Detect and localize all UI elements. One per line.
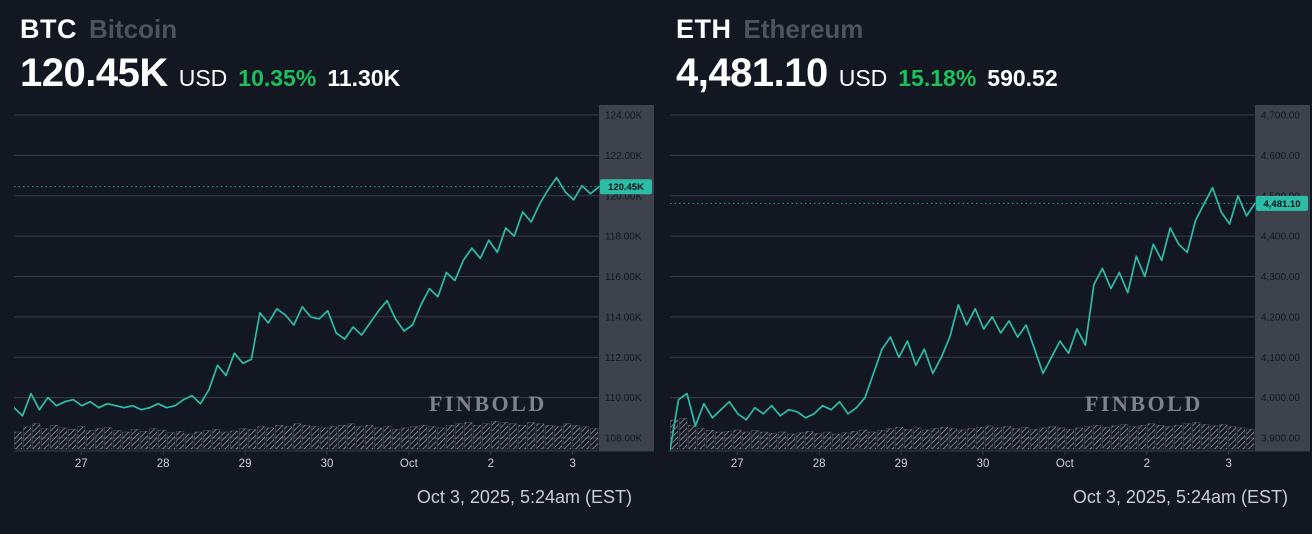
volume-bars [670, 418, 1255, 450]
svg-text:Oct: Oct [400, 458, 419, 470]
svg-text:2: 2 [488, 458, 494, 470]
svg-text:116.00K: 116.00K [605, 272, 642, 283]
svg-text:124.00K: 124.00K [605, 111, 643, 122]
svg-text:29: 29 [239, 458, 252, 470]
svg-text:120.00K: 120.00K [605, 191, 643, 202]
eth-change-percent: 15.18% [898, 65, 977, 91]
svg-text:3: 3 [1225, 458, 1231, 470]
svg-text:28: 28 [813, 458, 826, 470]
eth-ticker: ETH [676, 14, 732, 44]
svg-text:114.00K: 114.00K [605, 312, 642, 323]
btc-change-percent: 10.35% [238, 65, 317, 91]
btc-header: BTC Bitcoin [14, 14, 656, 44]
svg-text:122.00K: 122.00K [605, 151, 643, 162]
x-axis-labels: 27 28 29 30 Oct 2 3 [731, 451, 1232, 470]
btc-footer: Oct 3, 2025, 5:24am (EST) [14, 487, 656, 508]
svg-text:27: 27 [75, 458, 88, 470]
svg-text:30: 30 [977, 458, 990, 470]
eth-timestamp: Oct 3, 2025, 5:24am (EST) [1072, 487, 1288, 507]
y-axis-labels: 124.00K 122.00K 120.00K 118.00K 116.00K 114.0… [605, 111, 643, 445]
current-price-badge: 4,481.10 [1256, 195, 1308, 211]
eth-currency: USD [838, 65, 888, 91]
finbold-watermark: FINBOLD [1085, 391, 1203, 416]
svg-text:4,481.10: 4,481.10 [1264, 199, 1301, 210]
svg-text:4,000.00: 4,000.00 [1261, 393, 1300, 404]
btc-currency: USD [178, 65, 228, 91]
svg-text:29: 29 [895, 458, 908, 470]
y-axis-labels: 4,700.004,600.004,500.004,400.004,300.00… [1261, 111, 1300, 445]
eth-price-chart[interactable]: 4,700.004,600.004,500.004,400.004,300.00… [670, 105, 1310, 477]
svg-text:110.00K: 110.00K [605, 393, 642, 404]
btc-ticker: BTC [20, 14, 77, 44]
svg-text:4,700.00: 4,700.00 [1261, 111, 1300, 122]
gridlines [670, 114, 1255, 439]
svg-text:4,600.00: 4,600.00 [1261, 151, 1300, 162]
eth-coin-name: Ethereum [743, 14, 864, 44]
svg-text:2: 2 [1144, 458, 1150, 470]
eth-footer: Oct 3, 2025, 5:24am (EST) [670, 487, 1312, 508]
btc-timestamp: Oct 3, 2025, 5:24am (EST) [416, 487, 632, 507]
svg-text:30: 30 [321, 458, 334, 470]
svg-text:Oct: Oct [1056, 458, 1075, 470]
svg-text:112.00K: 112.00K [605, 353, 642, 364]
svg-text:118.00K: 118.00K [605, 232, 642, 243]
svg-text:4,400.00: 4,400.00 [1261, 232, 1300, 243]
svg-text:120.45K: 120.45K [608, 182, 644, 193]
eth-panel: ETH Ethereum 4,481.10 USD 15.18% 590.52 … [656, 0, 1312, 534]
svg-text:3: 3 [569, 458, 575, 470]
volume-bars [14, 420, 599, 450]
btc-price: 120.45K [20, 51, 168, 95]
x-axis-labels: 27 28 29 30 Oct 2 3 [75, 451, 576, 470]
btc-panel: BTC Bitcoin 120.45K USD 10.35% 11.30K 12… [14, 14, 656, 508]
btc-price-row: 120.45K USD 10.35% 11.30K [14, 50, 656, 101]
eth-header: ETH Ethereum [670, 14, 1312, 44]
svg-text:28: 28 [157, 458, 170, 470]
finbold-watermark: FINBOLD [429, 391, 547, 416]
eth-change-value: 590.52 [987, 65, 1058, 91]
svg-text:27: 27 [731, 458, 744, 470]
eth-price-row: 4,481.10 USD 15.18% 590.52 [670, 50, 1312, 101]
btc-price-chart[interactable]: 124.00K 122.00K 120.00K 118.00K 116.00K 114.0… [14, 105, 654, 477]
svg-text:4,100.00: 4,100.00 [1261, 353, 1300, 364]
eth-price: 4,481.10 [676, 51, 828, 95]
btc-change-value: 11.30K [327, 65, 401, 91]
svg-text:4,300.00: 4,300.00 [1261, 272, 1300, 283]
current-price-badge: 120.45K [600, 179, 652, 195]
svg-text:3,900.00: 3,900.00 [1261, 434, 1300, 445]
svg-text:108.00K: 108.00K [605, 434, 643, 445]
gridlines [14, 114, 599, 439]
price-line [14, 176, 600, 417]
y-axis-strip [1255, 105, 1310, 451]
btc-coin-name: Bitcoin [89, 14, 178, 44]
svg-text:4,200.00: 4,200.00 [1261, 312, 1300, 323]
y-axis-strip [599, 105, 654, 451]
price-line [670, 186, 1256, 451]
